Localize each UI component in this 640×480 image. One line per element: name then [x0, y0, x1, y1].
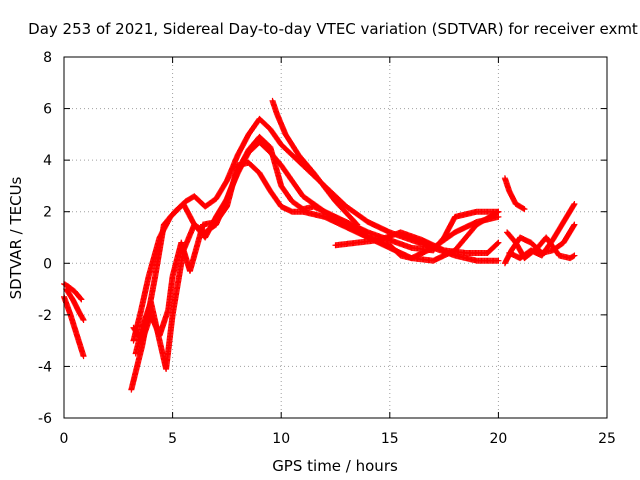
y-tick-label: 8 [43, 50, 52, 66]
data-point [495, 208, 502, 215]
data-point [570, 222, 577, 229]
data-point [571, 221, 578, 228]
x-tick-label: 15 [381, 431, 399, 447]
data-point [80, 353, 87, 360]
data-point [521, 206, 528, 213]
y-tick-label: 4 [43, 153, 52, 169]
data-point [570, 201, 577, 208]
chart-title: Day 253 of 2021, Sidereal Day-to-day VTE… [28, 20, 638, 38]
axis-ticks [63, 56, 608, 419]
data-point [570, 253, 577, 260]
x-tick-label: 25 [598, 431, 616, 447]
data-point [495, 213, 502, 220]
data-point [354, 221, 361, 228]
y-tick-label: -2 [38, 308, 52, 324]
y-axis-label: SDTVAR / TECUs [7, 176, 25, 299]
series-track-3 [63, 286, 87, 324]
x-tick-label: 10 [272, 431, 290, 447]
series-track-12 [504, 229, 578, 262]
y-tick-label: 2 [43, 205, 52, 221]
x-axis-label: GPS time / hours [272, 457, 398, 475]
series-track-9 [332, 229, 502, 256]
data-point [80, 317, 87, 324]
data-point [77, 295, 84, 302]
data-point [495, 257, 502, 264]
data-point [79, 315, 86, 322]
data-point [78, 296, 85, 303]
data-point [571, 200, 578, 207]
data-point [494, 240, 501, 247]
data-point [571, 252, 578, 259]
tick-labels: 0 5 10 15 20 25 -6 -4 -2 0 2 4 6 8 [38, 50, 616, 447]
series-track-13 [506, 200, 578, 262]
data-point [520, 205, 527, 212]
x-tick-label: 0 [60, 431, 69, 447]
x-tick-label: 20 [489, 431, 507, 447]
y-tick-label: -6 [38, 411, 52, 427]
y-tick-label: -4 [38, 359, 52, 375]
series-track-8 [269, 97, 361, 228]
data-points [61, 97, 578, 393]
plot-frame [63, 56, 608, 419]
series-track-2 [61, 293, 87, 360]
x-tick-label: 5 [168, 431, 177, 447]
series-track-10 [501, 175, 528, 213]
y-tick-label: 0 [43, 256, 52, 272]
data-point [495, 239, 502, 246]
data-point [353, 220, 360, 227]
series-track-1 [61, 280, 85, 303]
series-track-7 [130, 159, 502, 344]
y-tick-label: 6 [43, 102, 52, 118]
